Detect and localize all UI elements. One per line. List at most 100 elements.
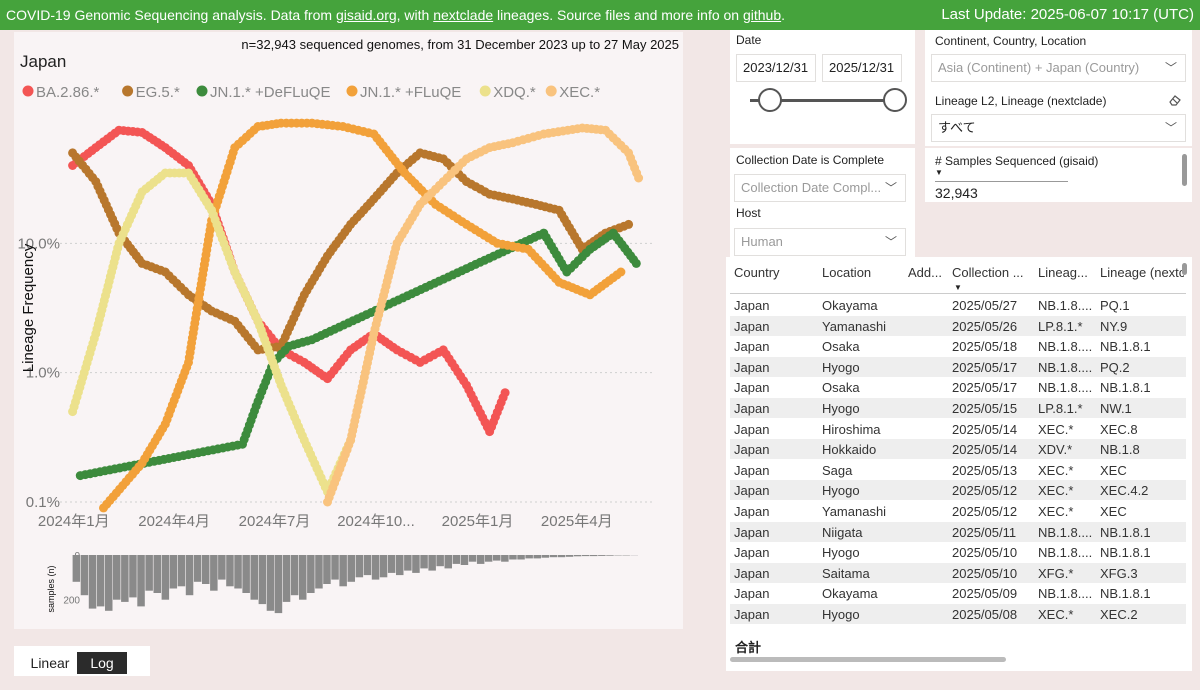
samples-label: # Samples Sequenced (gisaid) [935, 154, 1099, 168]
host-dropdown[interactable]: Human ﹀ [734, 228, 906, 256]
nextclade-link[interactable]: nextclade [433, 7, 494, 23]
table-row[interactable]: Japan Yamanashi 2025/05/12 XEC.* XEC [730, 501, 1186, 521]
cell-lineage-l2: NB.1.8.... [1038, 380, 1093, 396]
table-horizontal-scrollbar[interactable] [730, 657, 1006, 662]
y-tick-label: 1.0% [26, 365, 60, 382]
histogram-bar [476, 555, 485, 564]
histogram-bar [331, 555, 339, 580]
log-scale-button[interactable]: Log [77, 652, 127, 674]
banner-text: . [781, 7, 786, 23]
cell-lineage-nextclade: PQ.1 [1100, 298, 1130, 313]
table-total-label: 合計 [735, 640, 762, 655]
date-slider-start-handle[interactable] [758, 88, 782, 112]
cell-location: Hokkaido [822, 442, 877, 458]
table-row[interactable]: Japan Niigata 2025/05/11 NB.1.8.... NB.1.8.1 [730, 521, 1186, 542]
samples-value: 32,943 [935, 185, 978, 201]
histogram-bar [606, 555, 614, 556]
cell-lineage-nextclade: XFG.3 [1100, 565, 1138, 581]
gisaid-link[interactable]: gisaid.org [335, 7, 397, 23]
table-row[interactable]: Japan Okayama 2025/05/09 NB.1.8.... NB.1.8.1 [730, 583, 1186, 603]
histogram-bar [582, 555, 590, 557]
cell-location: Osaka [822, 380, 860, 396]
chevron-down-icon: ﹀ [1164, 121, 1177, 135]
column-header-country[interactable]: Country [734, 265, 780, 280]
table-header-divider [730, 293, 1186, 294]
table-row[interactable]: Japan Hiroshima 2025/05/14 XEC.* XEC.8 [730, 419, 1186, 439]
sort-down-icon[interactable]: ▼ [954, 283, 962, 292]
table-row[interactable]: Japan Hyogo 2025/05/15 LP.8.1.* NW.1 [730, 398, 1186, 418]
table-row[interactable]: Japan Osaka 2025/05/17 NB.1.8.... NB.1.8.1 [730, 377, 1186, 397]
cell-lineage-nextclade: NB.1.8.1 [1100, 545, 1151, 561]
table-row[interactable]: Japan Okayama 2025/05/27 NB.1.8.... PQ.1 [730, 295, 1186, 315]
histogram-bar [379, 555, 388, 578]
column-header-location[interactable]: Location [822, 265, 872, 280]
table-row[interactable]: Japan Hyogo 2025/05/08 XEC.* XEC.2 [730, 604, 1186, 624]
table-row[interactable]: Japan Hokkaido 2025/05/14 XDV.* NB.1.8 [730, 439, 1186, 460]
cell-location: Hyogo [822, 545, 860, 561]
cell-lineage-l2: XEC.* [1038, 421, 1074, 437]
cell-lineage-nextclade: XEC [1100, 504, 1127, 519]
complete-date-dropdown[interactable]: Collection Date Compl... ﹀ [734, 174, 906, 202]
cell-lineage-l2: NB.1.8.... [1038, 359, 1093, 375]
eraser-icon[interactable] [1168, 93, 1182, 107]
histogram-bar [363, 555, 372, 576]
cell-country: Japan [734, 483, 770, 499]
table-row[interactable]: Japan Osaka 2025/05/18 NB.1.8.... NB.1.8.1 [730, 336, 1186, 356]
date-slider-end-handle[interactable] [883, 88, 907, 112]
top-banner: COVID-19 Genomic Sequencing analysis. Da… [0, 0, 1200, 30]
cell-country: Japan [734, 504, 770, 519]
table-row[interactable]: Japan Hyogo 2025/05/12 XEC.* XEC.4.2 [730, 480, 1186, 501]
x-tick-label: 2024年10... [337, 513, 415, 530]
series-point [500, 388, 510, 398]
cell-lineage-nextclade: NW.1 [1100, 401, 1132, 416]
linear-scale-button[interactable]: Linear [30, 655, 70, 671]
location-dropdown[interactable]: Asia (Continent) + Japan (Country) ﹀ [931, 54, 1186, 82]
histogram-bar [549, 555, 558, 558]
table-row[interactable]: Japan Yamanashi 2025/05/26 LP.8.1.* NY.9 [730, 315, 1186, 336]
column-header-lineage-nextclade[interactable]: Lineage (nextc [1100, 265, 1184, 280]
github-link[interactable]: github [742, 7, 782, 23]
column-header-lineage-l2[interactable]: Lineag... [1038, 265, 1088, 280]
x-tick-label: 2024年4月 [138, 513, 210, 530]
date-from-input[interactable]: 2023/12/31 [736, 54, 816, 82]
location-lineage-filter-card: Continent, Country, Location Asia (Conti… [925, 30, 1192, 146]
x-tick-label: 2025年4月 [541, 513, 613, 530]
samples-scrollbar[interactable] [1182, 154, 1187, 186]
legend-label: JN.1.* +DeFLuQE [210, 84, 330, 101]
legend-label: BA.2.86.* [36, 84, 100, 101]
series-point [634, 173, 644, 183]
table-row[interactable]: Japan Saga 2025/05/13 XEC.* XEC [730, 460, 1186, 480]
table-row[interactable]: Japan Saitama 2025/05/10 XFG.* XFG.3 [730, 562, 1186, 583]
legend-marker [196, 85, 208, 97]
cell-location: Yamanashi [822, 504, 887, 519]
histogram-bar [169, 555, 178, 589]
sort-down-icon[interactable]: ▼ [935, 168, 943, 177]
histogram-bar [177, 555, 186, 587]
column-header-address[interactable]: Add... [908, 265, 942, 280]
histogram-bar [460, 555, 469, 565]
histogram-bar [113, 555, 121, 600]
x-tick-label: 2024年7月 [239, 513, 311, 530]
cell-collection-date: 2025/05/17 [952, 359, 1018, 375]
date-to-input[interactable]: 2025/12/31 [822, 54, 902, 82]
table-row[interactable]: Japan Hyogo 2025/05/17 NB.1.8.... PQ.2 [730, 356, 1186, 377]
table-vertical-scrollbar[interactable] [1182, 263, 1187, 275]
column-header-collection-date[interactable]: Collection ... [952, 265, 1024, 280]
cell-country: Japan [734, 421, 770, 437]
table-row[interactable]: Japan Hyogo 2025/05/10 NB.1.8.... NB.1.8.1 [730, 542, 1186, 562]
legend-marker [479, 85, 491, 97]
histogram-tick-label: 200 [63, 596, 80, 607]
cell-lineage-nextclade: NB.1.8.1 [1100, 380, 1151, 396]
date-slider-track[interactable] [750, 99, 905, 102]
histogram-bar [193, 555, 202, 582]
cell-lineage-l2: LP.8.1.* [1038, 318, 1083, 334]
lineage-dropdown[interactable]: すべて ﹀ [931, 114, 1186, 142]
cell-location: Okayama [822, 298, 878, 313]
legend-marker [122, 85, 134, 97]
cell-location: Hiroshima [822, 421, 881, 437]
cell-location: Hyogo [822, 607, 860, 622]
samples-sequenced-card: # Samples Sequenced (gisaid) ▼ 32,943 [925, 148, 1192, 202]
histogram-bar [420, 555, 428, 569]
location-value: Asia (Continent) + Japan (Country) [938, 60, 1140, 75]
histogram-bar [153, 555, 161, 593]
